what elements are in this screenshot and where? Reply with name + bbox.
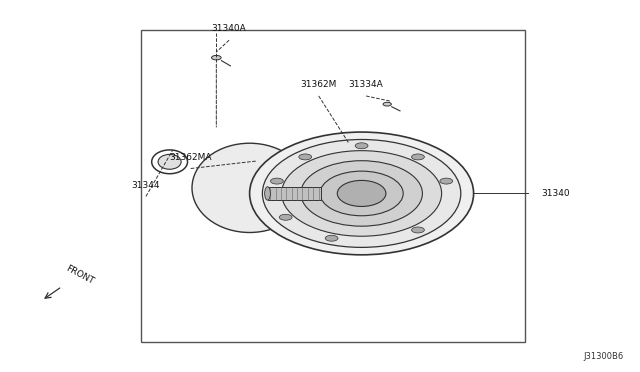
Ellipse shape — [440, 178, 452, 184]
Ellipse shape — [271, 178, 284, 184]
Text: FRONT: FRONT — [64, 264, 95, 286]
Text: 31344: 31344 — [132, 181, 160, 190]
Ellipse shape — [265, 187, 271, 200]
FancyBboxPatch shape — [141, 30, 525, 342]
Ellipse shape — [211, 55, 221, 60]
Ellipse shape — [337, 180, 386, 206]
Ellipse shape — [262, 140, 461, 247]
Text: J31300B6: J31300B6 — [584, 352, 624, 361]
Ellipse shape — [299, 154, 312, 160]
Ellipse shape — [279, 214, 292, 220]
Ellipse shape — [192, 143, 307, 232]
Ellipse shape — [250, 132, 474, 255]
Text: 31362MA: 31362MA — [170, 153, 212, 162]
Bar — [268, 187, 321, 200]
Ellipse shape — [325, 235, 338, 241]
Text: 31340A: 31340A — [212, 25, 246, 33]
Ellipse shape — [158, 154, 181, 169]
Ellipse shape — [320, 171, 403, 216]
Text: 31334A: 31334A — [349, 80, 383, 89]
Ellipse shape — [412, 227, 424, 233]
Ellipse shape — [412, 154, 424, 160]
Text: 31340: 31340 — [541, 189, 570, 198]
Ellipse shape — [301, 161, 422, 226]
Text: 31362M: 31362M — [301, 80, 337, 89]
Ellipse shape — [355, 143, 368, 149]
Ellipse shape — [383, 102, 392, 106]
Ellipse shape — [282, 151, 442, 236]
